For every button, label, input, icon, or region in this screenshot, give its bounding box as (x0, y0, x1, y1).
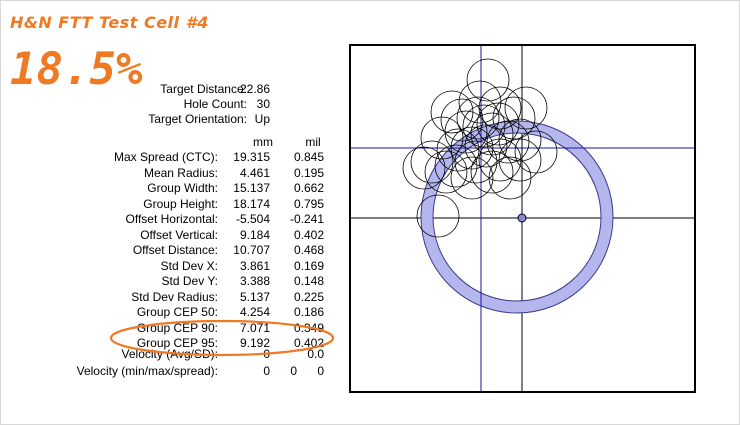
group-cep-90-mm-value: 7.071 (239, 320, 270, 335)
group-cep-90-mil-value: 0.349 (293, 320, 324, 335)
offset-distance-label: Offset Distance: (132, 243, 218, 257)
shot-hole (470, 150, 514, 194)
offset-distance-mil-value: 0.468 (293, 243, 324, 257)
offset-distance-mm-value: 10.707 (233, 243, 270, 257)
max-spread-ctc-row: Max Spread (CTC): (0, 150, 218, 165)
group-height-label: Group Height: (143, 196, 218, 211)
mean-radius-mm-value: 4.461 (239, 165, 270, 180)
offset-vertical-mil-value: 0.402 (293, 227, 324, 242)
target-orientation-value: Up (254, 112, 270, 126)
mean-radius-row: Mean Radius: (0, 166, 218, 181)
shot-hole (514, 130, 558, 174)
velocity-avg-row: Velocity (Avg/SD): (0, 347, 218, 362)
group-cep-50-label: Group CEP 50: (136, 305, 218, 319)
group-width-mm-value: 15.137 (233, 181, 270, 195)
mean-radius-mil-value: 0.195 (293, 165, 324, 180)
velocity-min-value: 0 (263, 364, 270, 378)
velocity-avg-value: 0 (263, 347, 270, 361)
shot-hole (462, 104, 506, 148)
mean-radius-label: Mean Radius: (143, 165, 218, 180)
target-distance-row: Target Distance: (0, 82, 247, 97)
velocity-avg-label: Velocity (Avg/SD): (121, 347, 218, 361)
group-height-row: Group Height: (0, 197, 218, 212)
shot-hole (410, 140, 454, 184)
offset-distance-row: Offset Distance: (0, 243, 218, 258)
group-height-mil-value: 0.795 (293, 196, 324, 211)
offset-horizontal-mm-value: -5.504 (235, 212, 270, 226)
cep-ring (421, 121, 613, 313)
velocity-spread-value: 0 (317, 364, 324, 378)
percent-overlay: 18.5% (10, 44, 143, 95)
mm-header: mm (253, 135, 273, 149)
target-center-marker (517, 213, 527, 223)
offset-horizontal-label: Offset Horizontal: (125, 212, 218, 226)
shot-hole (450, 156, 494, 200)
group-height-mm-value: 18.174 (233, 196, 270, 211)
mil-header: mil (305, 135, 321, 149)
shot-hole (466, 58, 510, 102)
group-width-mil-value: 0.662 (293, 181, 324, 195)
std-dev-x-mm-value: 3.861 (239, 258, 270, 273)
offset-vertical-row: Offset Vertical: (0, 228, 218, 243)
hole-count-row: Hole Count: (0, 97, 247, 112)
group-cep-50-mm-value: 4.254 (239, 305, 270, 319)
std-dev-radius-label: Std Dev Radius: (131, 289, 218, 304)
shot-hole (430, 90, 474, 134)
offset-vertical-label: Offset Vertical: (140, 227, 218, 242)
shot-hole (486, 120, 530, 164)
hole-count-value: 30 (256, 97, 270, 111)
velocity-max-value: 0 (290, 364, 297, 378)
offset-horizontal-mil-value: -0.241 (289, 212, 324, 226)
shot-hole (416, 194, 460, 238)
shot-hole (424, 150, 468, 194)
std-dev-radius-mm-value: 5.137 (239, 289, 270, 304)
std-dev-radius-row: Std Dev Radius: (0, 290, 218, 305)
shot-hole (498, 138, 542, 182)
std-dev-x-label: Std Dev X: (160, 258, 218, 273)
shot-hole (488, 156, 532, 200)
group-cep-50-mil-value: 0.186 (293, 305, 324, 319)
shot-hole (420, 116, 464, 160)
target-distance-value: 22.86 (240, 82, 271, 96)
group-width-label: Group Width: (147, 181, 218, 195)
shot-hole (458, 80, 502, 124)
target-diagram (351, 46, 694, 391)
std-dev-y-label: Std Dev Y: (161, 274, 218, 288)
std-dev-x-mil-value: 0.169 (293, 258, 324, 273)
group-cep-50-row: Group CEP 50: (0, 305, 218, 320)
velocity-spread-label: Velocity (min/max/spread): (76, 364, 218, 378)
target-distance-label: Target Distance: (160, 82, 247, 96)
target-orientation-row: Target Orientation: (0, 112, 247, 127)
max-spread-ctc-label: Max Spread (CTC): (113, 150, 218, 164)
shot-hole (402, 146, 446, 190)
report-title: H&N FTT Test Cell #4 (10, 13, 209, 32)
std-dev-radius-mil-value: 0.225 (293, 289, 324, 304)
offset-horizontal-row: Offset Horizontal: (0, 212, 218, 227)
shot-hole (464, 124, 508, 168)
std-dev-x-row: Std Dev X: (0, 259, 218, 274)
offset-vertical-mm-value: 9.184 (239, 227, 270, 242)
std-dev-y-mil-value: 0.148 (293, 274, 324, 288)
std-dev-y-row: Std Dev Y: (0, 274, 218, 289)
shot-hole (504, 86, 548, 130)
std-dev-y-mm-value: 3.388 (239, 274, 270, 288)
group-width-row: Group Width: (0, 181, 218, 196)
velocity-spread-row: Velocity (min/max/spread): (0, 364, 218, 379)
cep-ring-outer-edge (420, 120, 614, 314)
max-spread-ctc-mm-value: 19.315 (233, 150, 270, 164)
hole-count-label: Hole Count: (183, 97, 247, 111)
group-cep-90-label: Group CEP 90: (136, 320, 218, 335)
velocity-sd-value: 0.0 (307, 347, 324, 361)
shot-hole (434, 144, 478, 188)
shot-hole (498, 118, 542, 162)
target-orientation-label: Target Orientation: (148, 112, 247, 126)
max-spread-ctc-mil-value: 0.845 (293, 150, 324, 164)
shot-hole (440, 98, 484, 142)
shot-hole (456, 96, 500, 140)
shot-hole (436, 128, 480, 172)
shot-hole (450, 126, 494, 170)
group-cep-90-row: Group CEP 90: (0, 321, 218, 336)
target-panel (349, 44, 696, 393)
